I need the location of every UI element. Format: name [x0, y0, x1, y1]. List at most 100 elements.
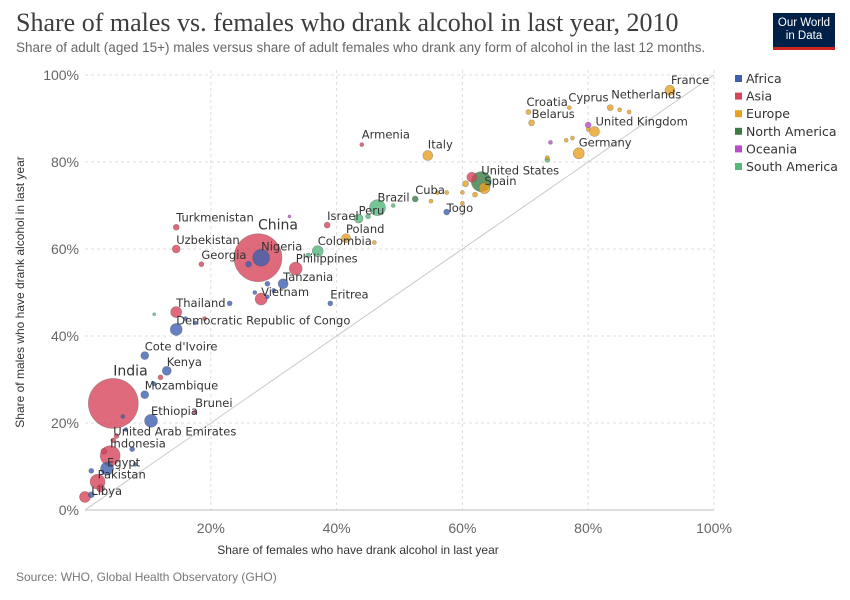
data-point[interactable]: [434, 190, 440, 195]
data-point[interactable]: [100, 461, 114, 476]
legend-entry[interactable]: Asia: [746, 89, 772, 104]
data-point[interactable]: [664, 84, 676, 96]
data-point[interactable]: [252, 248, 270, 267]
data-point[interactable]: [287, 214, 292, 219]
data-point[interactable]: [245, 260, 252, 268]
y-tick-label: 0%: [59, 502, 79, 518]
data-point[interactable]: [133, 462, 138, 467]
data-point[interactable]: [170, 306, 183, 318]
data-point[interactable]: [87, 491, 95, 499]
data-point[interactable]: [161, 365, 172, 376]
data-point[interactable]: [123, 427, 129, 432]
data-point[interactable]: [570, 135, 575, 141]
data-point[interactable]: [264, 280, 271, 287]
data-point[interactable]: [563, 137, 569, 143]
data-point[interactable]: [567, 105, 572, 110]
legend-swatch: [735, 92, 742, 100]
data-point[interactable]: [359, 142, 365, 147]
data-point[interactable]: [254, 292, 268, 306]
data-point[interactable]: [617, 107, 622, 113]
data-point[interactable]: [589, 126, 600, 137]
data-point[interactable]: [140, 390, 150, 400]
data-point[interactable]: [478, 182, 491, 194]
data-point[interactable]: [129, 446, 135, 452]
data-point[interactable]: [460, 201, 465, 206]
data-point[interactable]: [157, 374, 164, 381]
point-label: Cuba: [415, 183, 445, 197]
data-point[interactable]: [202, 316, 207, 321]
point-label: Togo: [446, 201, 473, 215]
data-point[interactable]: [323, 221, 331, 229]
data-point[interactable]: [144, 414, 158, 428]
data-point[interactable]: [311, 245, 324, 257]
data-point[interactable]: [606, 104, 614, 111]
point-label: Belarus: [532, 107, 575, 121]
data-point[interactable]: [460, 190, 465, 195]
data-point[interactable]: [572, 147, 585, 160]
data-point[interactable]: [277, 278, 289, 290]
data-point[interactable]: [183, 316, 188, 321]
data-point[interactable]: [472, 191, 478, 198]
data-point[interactable]: [444, 190, 449, 195]
data-point[interactable]: [525, 109, 532, 115]
legend-entry[interactable]: Oceania: [746, 141, 797, 156]
data-point[interactable]: [100, 447, 108, 455]
legend-entry[interactable]: Africa: [746, 71, 782, 86]
parity-line: [84, 74, 715, 511]
data-point[interactable]: [545, 155, 550, 160]
data-point[interactable]: [110, 437, 117, 444]
x-tick-label: 60%: [448, 520, 476, 536]
data-point[interactable]: [113, 433, 120, 439]
data-point[interactable]: [288, 261, 303, 276]
data-point[interactable]: [422, 150, 434, 161]
data-point[interactable]: [341, 233, 351, 243]
data-point[interactable]: [466, 171, 478, 183]
data-point[interactable]: [327, 300, 334, 307]
data-point[interactable]: [120, 414, 126, 419]
data-point[interactable]: [265, 294, 270, 300]
legend-entry[interactable]: Europe: [746, 106, 790, 121]
point-label: China: [258, 218, 298, 234]
data-point[interactable]: [88, 378, 139, 429]
logo-line-1: Our World: [777, 17, 831, 29]
data-point[interactable]: [365, 213, 371, 220]
data-point[interactable]: [528, 119, 535, 127]
data-point[interactable]: [192, 320, 198, 326]
data-point[interactable]: [353, 213, 364, 224]
data-point[interactable]: [172, 223, 180, 231]
data-point[interactable]: [226, 300, 233, 307]
point-label: Philippines: [296, 252, 358, 266]
owid-logo[interactable]: Our World in Data: [773, 13, 835, 50]
data-point[interactable]: [140, 351, 150, 360]
legend-entry[interactable]: North America: [746, 124, 837, 139]
data-point[interactable]: [372, 240, 377, 245]
data-point[interactable]: [152, 312, 156, 317]
data-point[interactable]: [428, 198, 434, 204]
point-label: Peru: [359, 204, 385, 218]
legend-entry[interactable]: South America: [746, 159, 838, 174]
data-point[interactable]: [369, 199, 386, 216]
data-point[interactable]: [305, 252, 312, 259]
data-point[interactable]: [443, 208, 450, 216]
data-point[interactable]: [548, 140, 553, 145]
data-point[interactable]: [585, 127, 591, 132]
data-point[interactable]: [88, 468, 95, 474]
point-label: Germany: [579, 135, 632, 149]
data-point[interactable]: [390, 203, 396, 208]
point-label: Mozambique: [145, 379, 218, 393]
data-point[interactable]: [252, 290, 258, 295]
data-point[interactable]: [462, 180, 469, 188]
data-point[interactable]: [271, 288, 277, 293]
data-point[interactable]: [171, 244, 181, 254]
data-point[interactable]: [411, 195, 419, 203]
data-point[interactable]: [626, 109, 632, 115]
data-point[interactable]: [198, 261, 205, 268]
data-point[interactable]: [96, 483, 106, 493]
point-label: Vietnam: [261, 285, 309, 299]
y-tick-label: 20%: [51, 415, 79, 431]
data-point[interactable]: [169, 323, 183, 336]
data-point[interactable]: [151, 381, 157, 387]
data-point[interactable]: [192, 409, 198, 415]
